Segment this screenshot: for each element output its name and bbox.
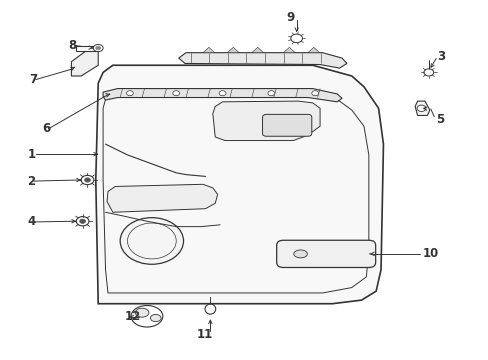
Text: 9: 9 [285, 12, 294, 24]
Circle shape [219, 91, 225, 96]
Circle shape [126, 91, 133, 96]
Ellipse shape [293, 250, 307, 258]
Polygon shape [251, 47, 263, 53]
Text: 8: 8 [68, 39, 76, 52]
Circle shape [172, 91, 179, 96]
Circle shape [267, 91, 274, 96]
Polygon shape [227, 47, 239, 53]
Circle shape [416, 105, 425, 112]
Circle shape [311, 91, 318, 96]
Polygon shape [96, 65, 383, 304]
Polygon shape [212, 101, 320, 140]
FancyBboxPatch shape [262, 114, 311, 136]
Ellipse shape [131, 306, 163, 327]
Text: 2: 2 [27, 175, 36, 188]
Circle shape [120, 218, 183, 264]
Circle shape [84, 178, 90, 182]
Text: 3: 3 [436, 50, 444, 63]
Text: 12: 12 [125, 310, 141, 324]
Polygon shape [307, 47, 319, 53]
Text: 5: 5 [435, 113, 443, 126]
Circle shape [290, 34, 302, 42]
Ellipse shape [204, 304, 215, 314]
Ellipse shape [135, 308, 149, 317]
Circle shape [423, 69, 433, 76]
Polygon shape [107, 184, 217, 212]
Text: 11: 11 [196, 328, 212, 341]
Polygon shape [76, 45, 96, 51]
FancyBboxPatch shape [276, 240, 375, 267]
Circle shape [93, 44, 103, 51]
Polygon shape [203, 47, 214, 53]
Circle shape [80, 219, 85, 224]
Text: 7: 7 [29, 73, 37, 86]
Polygon shape [178, 53, 346, 68]
Circle shape [81, 175, 94, 185]
Polygon shape [283, 47, 295, 53]
Polygon shape [71, 47, 98, 76]
Circle shape [96, 46, 101, 50]
Polygon shape [414, 101, 429, 116]
Ellipse shape [150, 315, 161, 321]
Text: 10: 10 [422, 247, 438, 260]
Polygon shape [103, 89, 341, 102]
Text: 4: 4 [27, 215, 36, 229]
Circle shape [76, 217, 89, 226]
Text: 6: 6 [42, 122, 50, 135]
Text: 1: 1 [27, 148, 36, 161]
